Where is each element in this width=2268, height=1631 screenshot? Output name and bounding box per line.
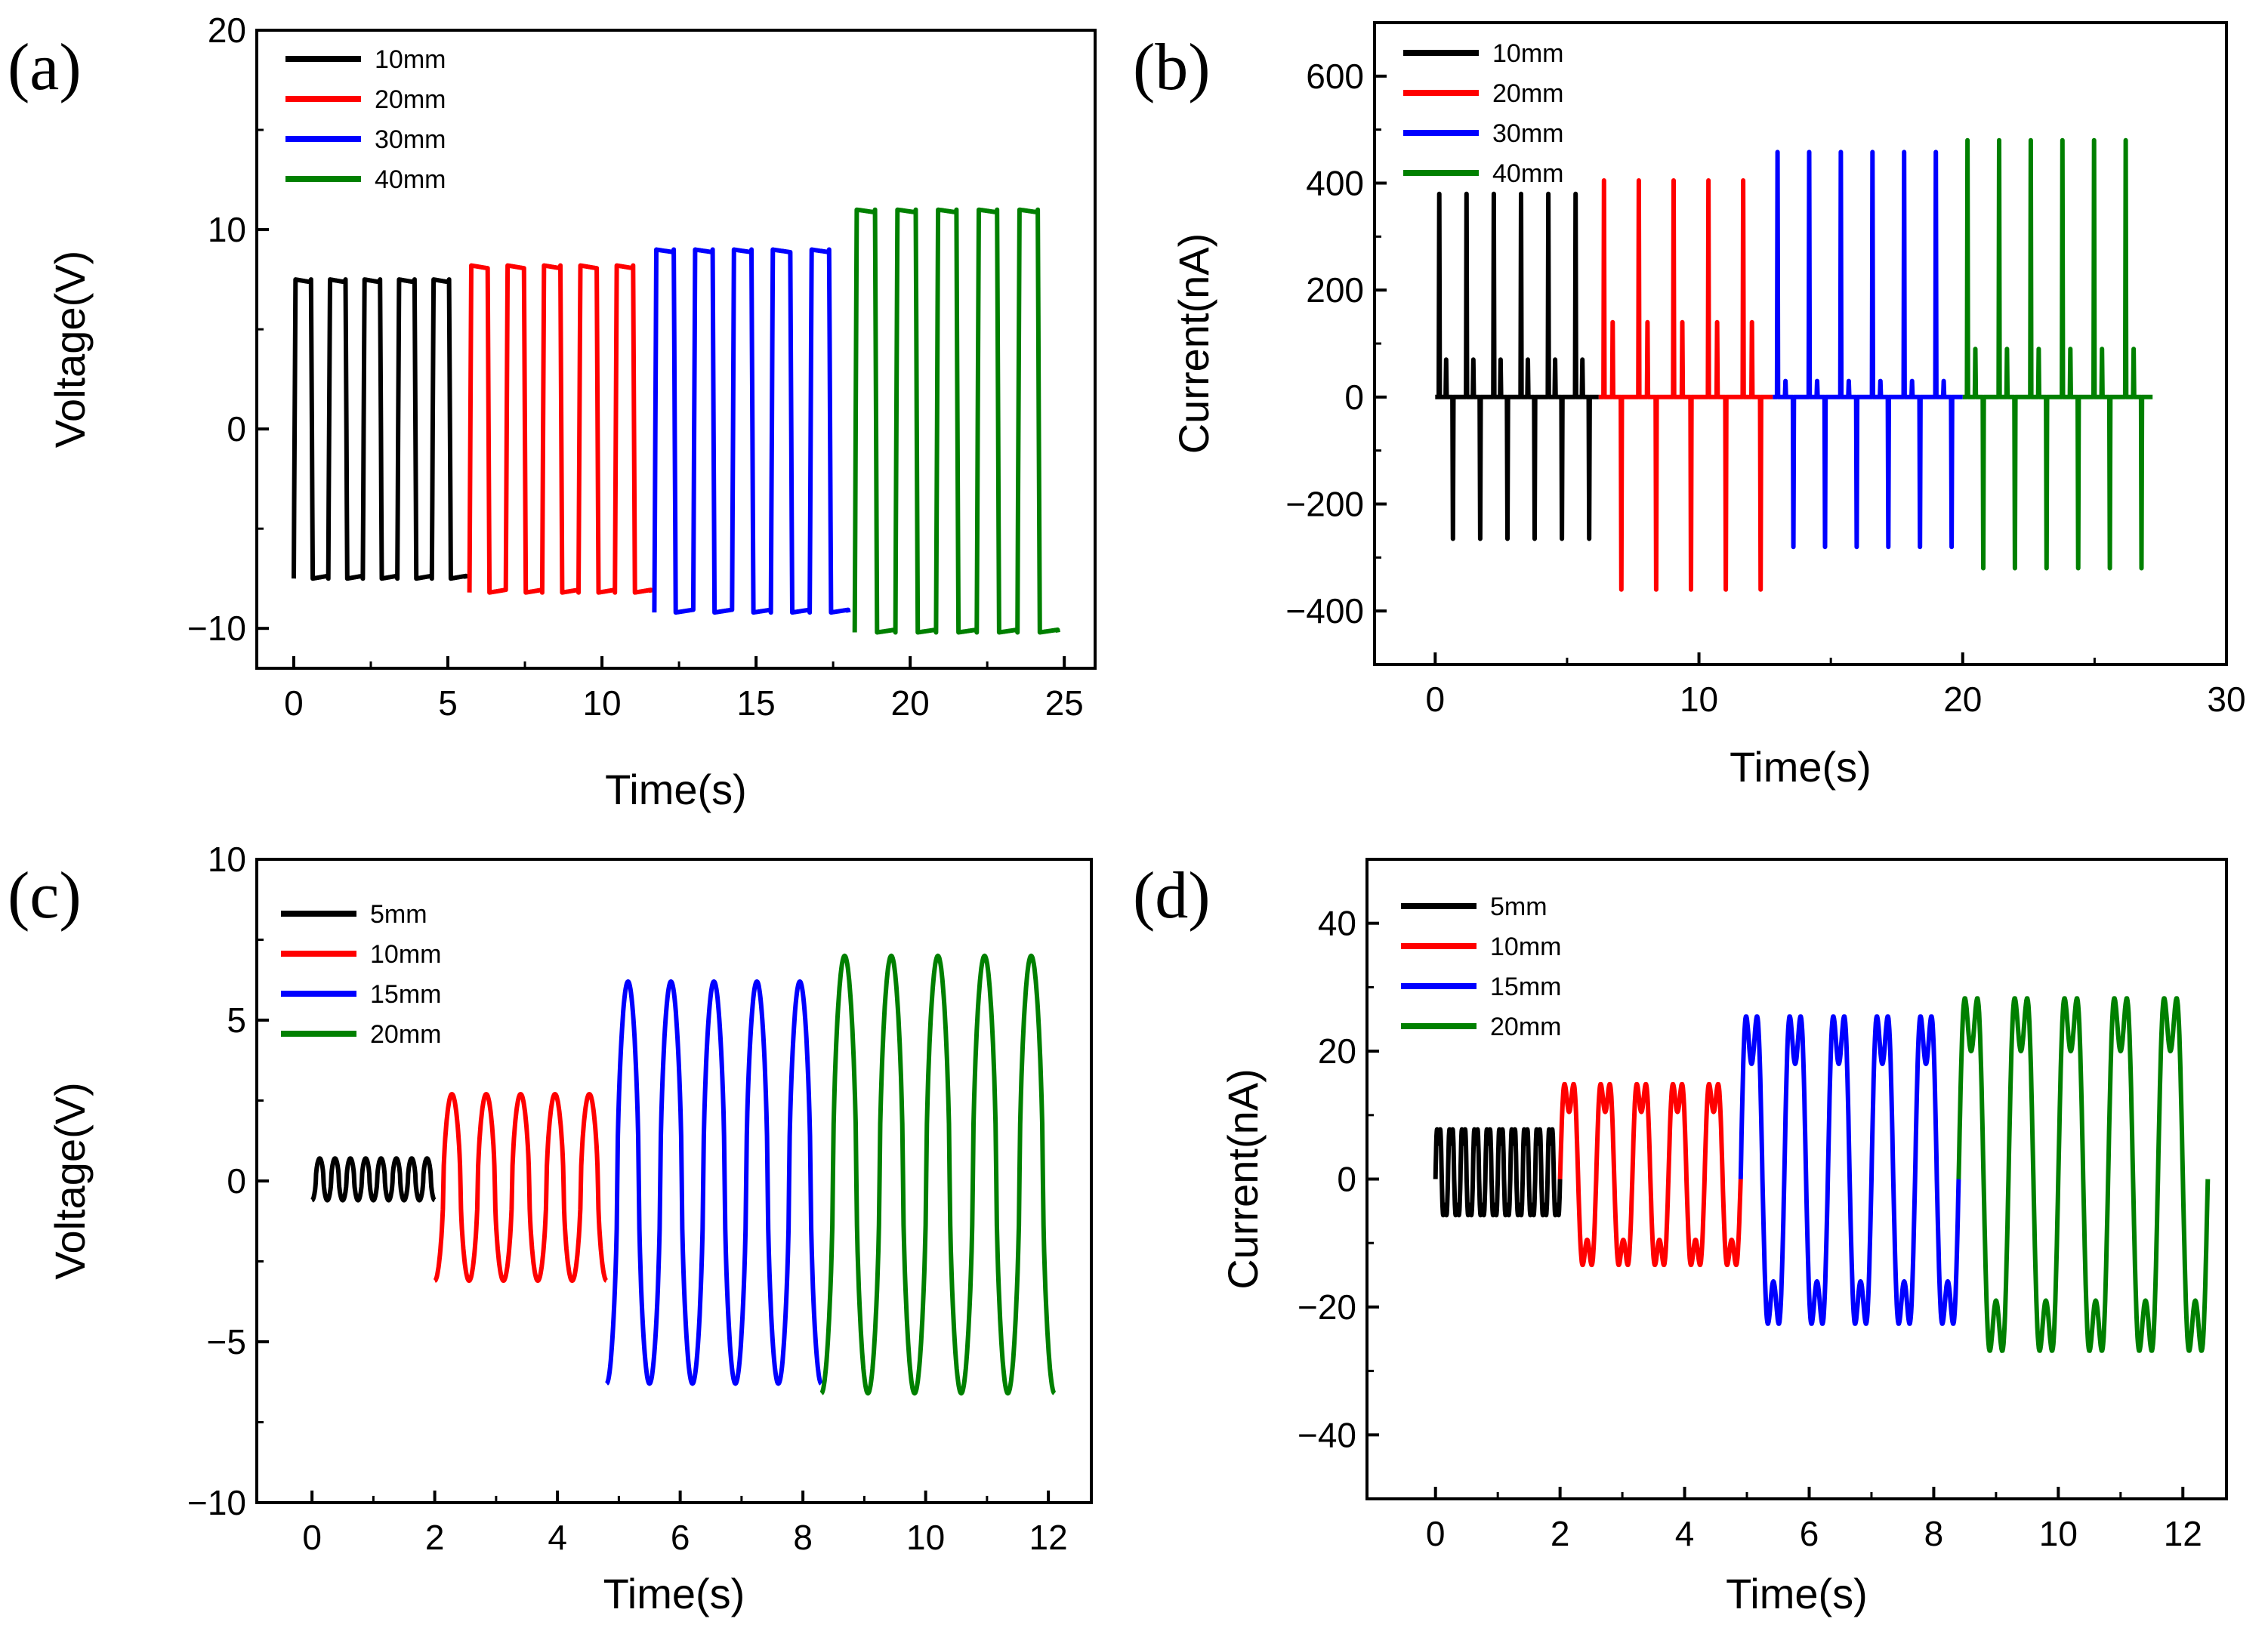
x-tick-label: 12 [1029,1518,1068,1557]
x-axis-title: Time(s) [1730,743,1871,791]
series-line-10mm [292,277,469,581]
x-tick-label: 10 [906,1518,945,1557]
x-tick-label: 15 [737,683,776,723]
y-tick-label: −40 [1298,1415,1356,1454]
y-tick-label: 0 [1337,1160,1356,1199]
x-tick-label: 0 [1426,1514,1446,1553]
y-tick-label: 10 [208,840,246,879]
legend-label: 15mm [370,980,441,1009]
series-line-10mm [433,1092,609,1284]
y-tick-label: 0 [227,1161,246,1201]
series-line-30mm [652,247,851,615]
x-tick-label: 6 [1800,1514,1819,1553]
y-tick-label: −200 [1285,485,1364,524]
y-tick-label: 0 [227,409,246,449]
y-tick-label: 600 [1306,57,1364,96]
x-tick-label: 6 [671,1518,690,1557]
y-tick-label: 200 [1306,270,1364,310]
x-tick-label: 10 [2039,1514,2078,1553]
x-tick-label: 8 [793,1518,813,1557]
legend-label: 20mm [1490,1013,1561,1041]
series-line-15mm [1738,1014,1961,1326]
series-line-40mm [1962,137,2153,571]
legend-label: 20mm [370,1020,441,1049]
y-tick-label: 400 [1306,164,1364,203]
x-tick-label: 2 [1551,1514,1570,1553]
legend-label: 40mm [1492,159,1563,188]
legend-label: 30mm [375,125,446,154]
x-tick-label: 12 [2164,1514,2202,1553]
x-tick-label: 5 [438,683,458,723]
series-line-30mm [1773,150,1963,550]
x-tick-label: 25 [1045,683,1084,723]
legend-label: 20mm [1492,79,1563,108]
panel-letter: (a) [8,31,82,104]
series-line-5mm [1433,1127,1563,1218]
y-tick-label: −5 [207,1322,246,1361]
legend-label: 10mm [370,940,441,969]
y-axis-title: Current(nA) [1219,1068,1267,1290]
y-tick-label: 20 [1318,1031,1356,1071]
y-tick-label: 0 [1344,378,1364,417]
series-line-20mm [467,263,654,595]
panel-letter: (c) [8,859,82,933]
panel-d: (d) 0 2 4 6 8 10 12 −40 −20 0 20 40 Time(s) Current(nA… [1133,858,2228,1617]
panel-b: (b) 0 10 20 30 −400 −200 0 200 400 600 Time(s) Curre… [1133,21,2246,791]
series-line-5mm [310,1156,437,1203]
series-line-15mm [604,979,823,1386]
y-tick-label: −400 [1285,591,1364,631]
x-tick-label: 20 [1943,680,1982,719]
x-tick-label: 20 [891,683,930,723]
y-axis-title: Voltage(V) [46,251,94,449]
panel-c: (c) 0 2 4 6 8 10 12 −10 −5 0 5 10 Time(s) Voltage(V) 5m… [8,840,1093,1617]
x-tick-label: 10 [582,683,621,723]
legend-label: 5mm [370,900,427,929]
x-tick-label: 10 [1680,680,1718,719]
x-tick-label: 4 [1675,1514,1695,1553]
x-tick-label: 0 [1426,680,1446,719]
x-tick-label: 4 [548,1518,567,1557]
plot-frame [255,29,1097,670]
legend-label: 30mm [1492,119,1563,148]
legend-label: 10mm [375,45,446,74]
y-axis-title: Voltage(V) [46,1082,94,1280]
series-line-10mm [1435,191,1599,541]
legend-label: 20mm [375,85,446,114]
y-tick-label: 5 [227,1000,246,1040]
y-tick-label: −10 [187,1483,246,1522]
series-line-10mm [1557,1081,1743,1268]
legend-label: 15mm [1490,973,1561,1001]
x-tick-label: 2 [425,1518,445,1557]
legend-label: 10mm [1490,933,1561,961]
y-axis-title: Current(nA) [1170,233,1217,455]
x-axis-title: Time(s) [605,766,747,813]
y-tick-label: −10 [187,609,246,648]
legend-label: 40mm [375,165,446,194]
y-tick-label: −20 [1298,1287,1356,1327]
x-tick-label: 30 [2207,680,2245,719]
x-axis-title: Time(s) [1726,1570,1868,1617]
series-line-20mm [1956,996,2211,1353]
legend-label: 5mm [1490,893,1547,921]
panel-letter: (d) [1133,859,1211,933]
x-axis-title: Time(s) [603,1570,745,1617]
y-tick-label: 40 [1318,904,1356,943]
y-tick-label: 20 [208,11,246,50]
x-tick-label: 8 [1924,1514,1944,1553]
y-tick-label: 10 [208,210,246,249]
series-line-40mm [852,207,1060,635]
series-line-20mm [819,953,1057,1396]
series-line-20mm [1598,178,1773,592]
panel-a: (a) 0 5 10 15 20 25 −10 0 10 20 Time(s) Voltage(V) 10… [8,11,1097,813]
x-tick-label: 0 [284,683,304,723]
x-tick-label: 0 [302,1518,322,1557]
panel-letter: (b) [1133,31,1211,104]
legend-label: 10mm [1492,39,1563,68]
